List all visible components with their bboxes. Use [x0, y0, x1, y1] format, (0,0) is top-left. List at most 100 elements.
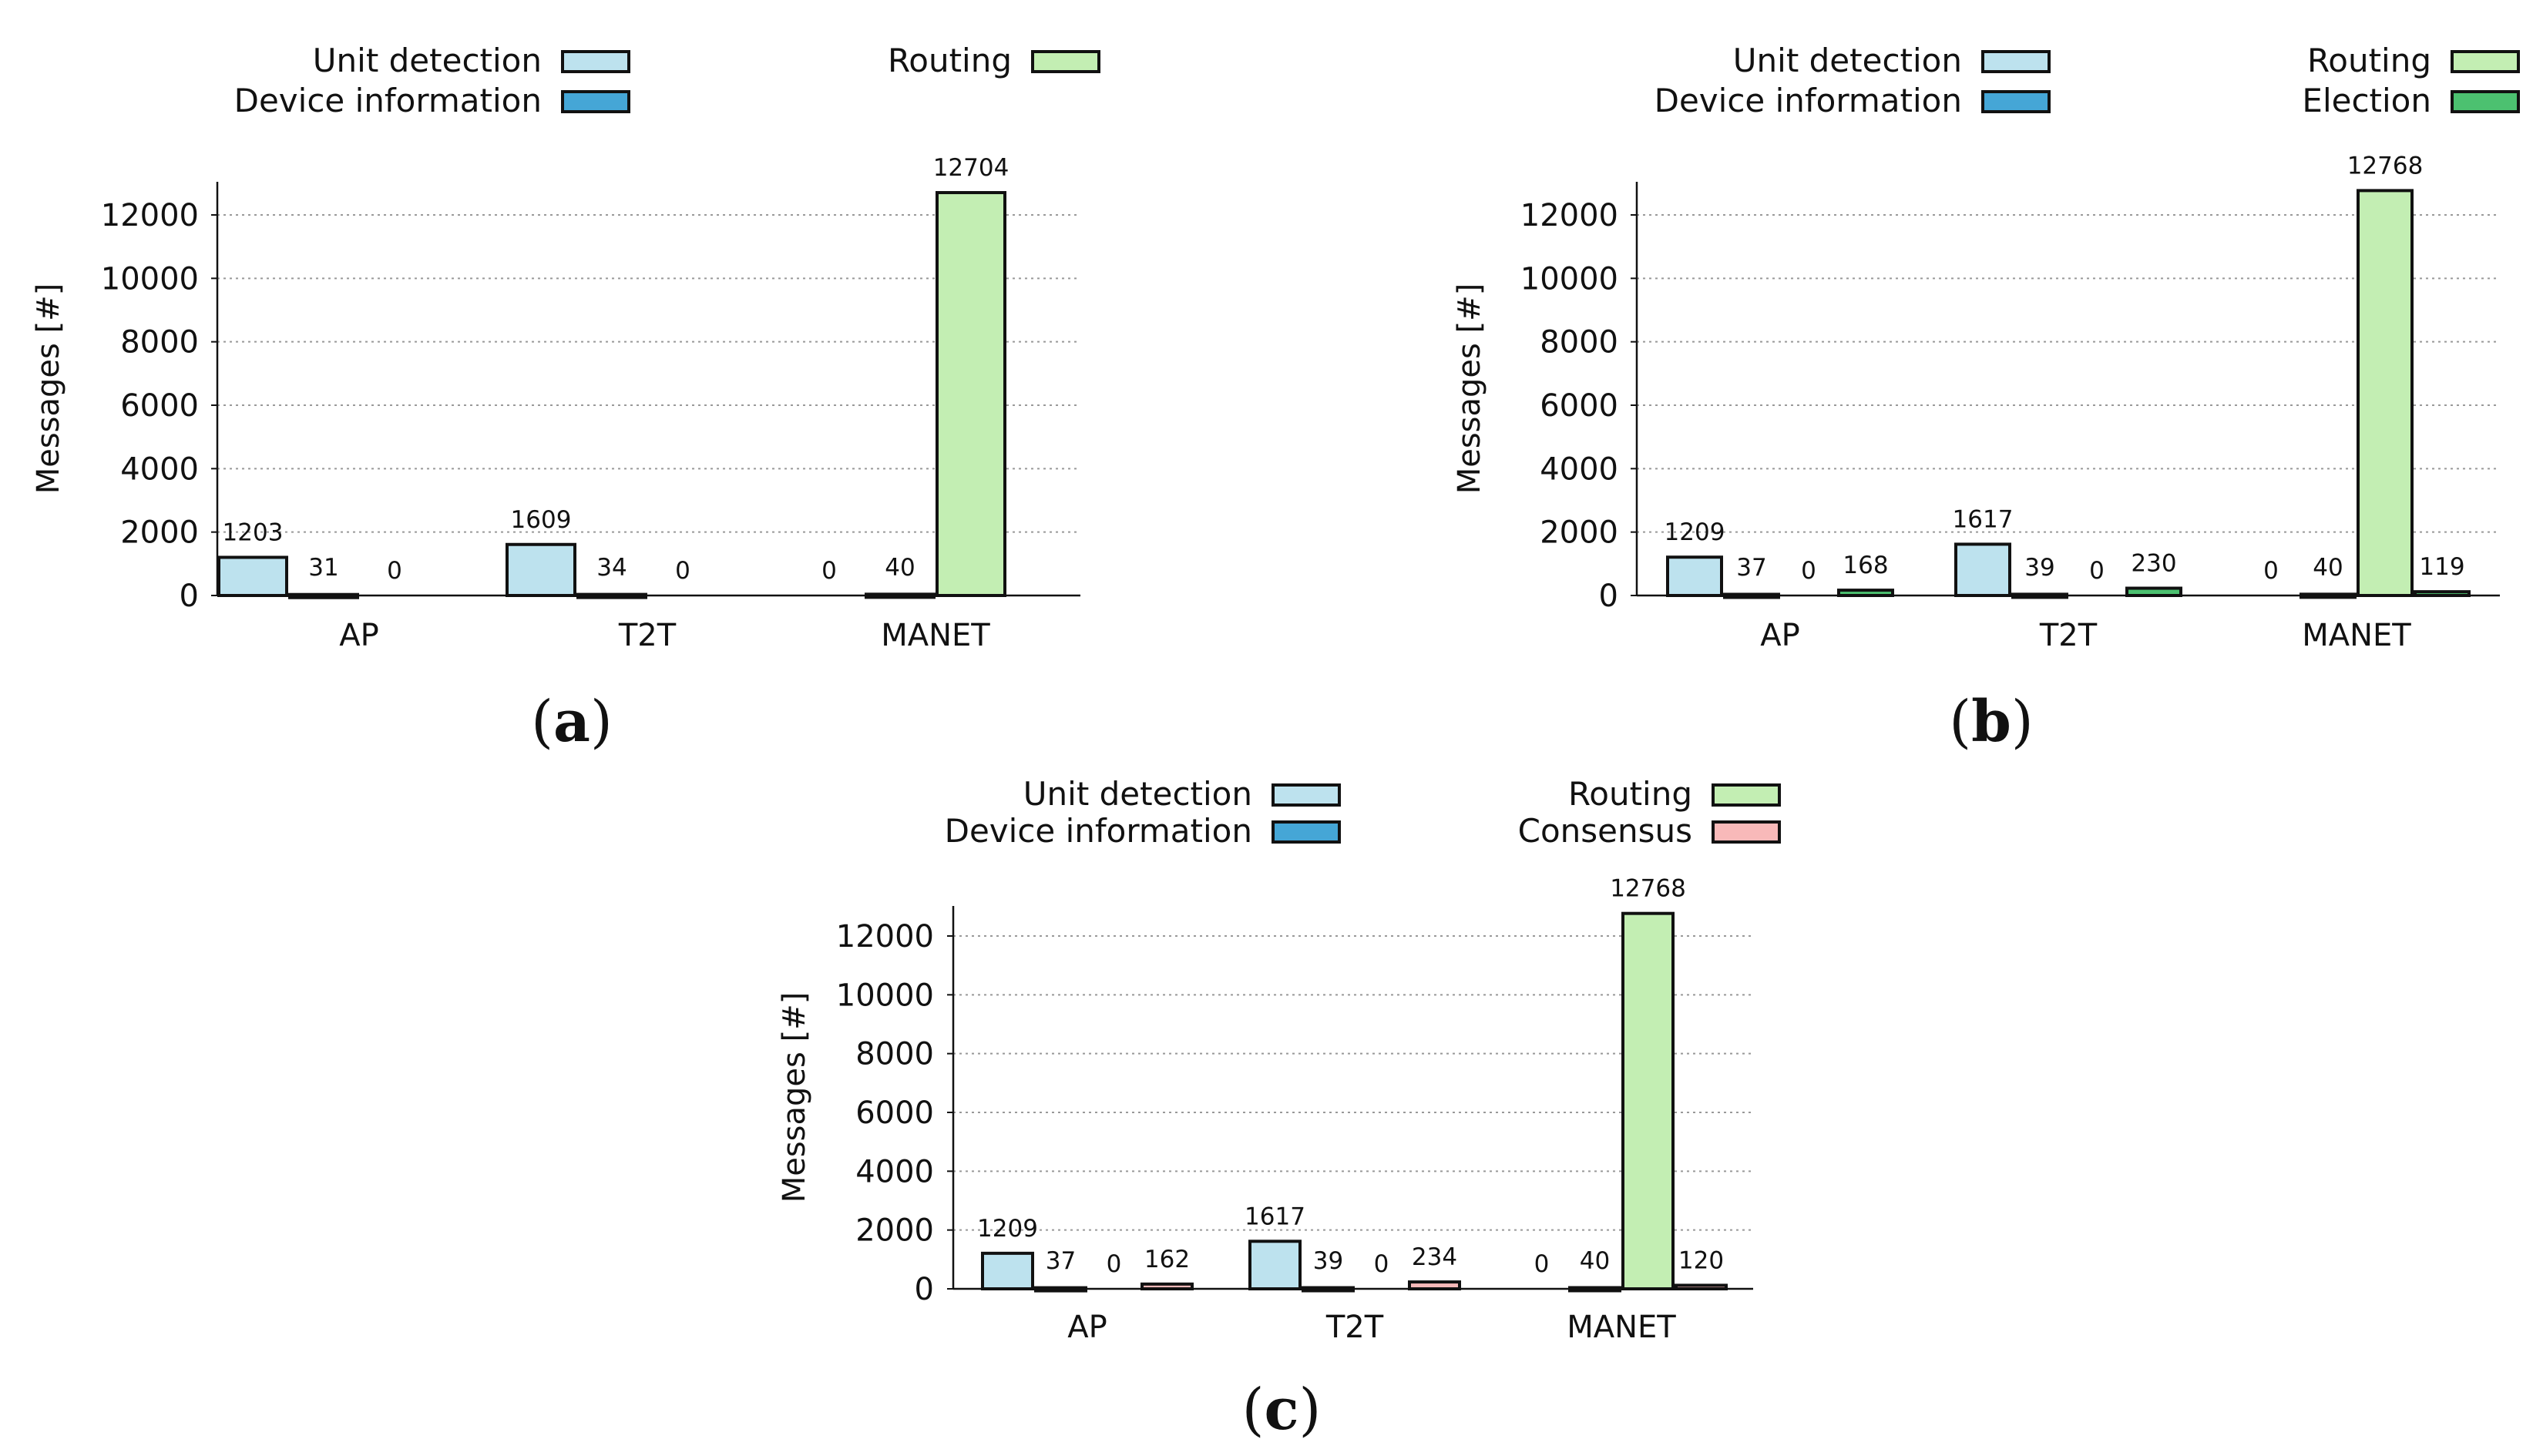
bar-manet-consensus: [1675, 1283, 1728, 1291]
data-label-manet-device-information: 40: [1580, 1247, 1610, 1275]
data-label-ap-routing: 0: [1801, 557, 1816, 585]
legend-swatch-device-information: [561, 90, 630, 113]
data-label-ap-device-information: 37: [1046, 1247, 1076, 1275]
panel-label-close: ): [1299, 1377, 1322, 1443]
data-label-t2t-routing: 0: [675, 557, 690, 585]
bar-ap-device-information: [1723, 592, 1780, 599]
legend-label-election: Election: [2302, 82, 2431, 119]
panel-label: (c): [1242, 1377, 1322, 1443]
data-label-ap-unit-detection: 1203: [223, 518, 284, 546]
legend-label-unit-detection: Unit detection: [1023, 775, 1252, 813]
bar-t2t-unit-detection: [506, 542, 576, 597]
panel-label: (b): [1949, 689, 2034, 755]
data-label-ap-unit-detection: 1209: [1665, 518, 1725, 546]
bar-t2t-device-information: [1302, 1286, 1355, 1293]
x-tick-label-t2t: T2T: [2039, 618, 2098, 653]
bar-ap-election: [1837, 589, 1894, 597]
x-tick-label-ap: AP: [339, 618, 378, 653]
data-label-manet-consensus: 120: [1678, 1246, 1724, 1274]
y-tick-label: 6000: [855, 1095, 934, 1131]
bar-t2t-election: [2125, 586, 2182, 598]
legend-label-routing: Routing: [888, 42, 1012, 79]
legend-swatch-consensus: [1712, 820, 1781, 844]
data-label-t2t-unit-detection: 1617: [1953, 505, 2014, 533]
legend-label-device-information: Device information: [234, 82, 542, 119]
panel-label-close: ): [590, 689, 613, 755]
y-tick-label: 6000: [1540, 388, 1618, 424]
y-axis-label: Messages [#]: [1452, 283, 1487, 495]
y-tick-label: 2000: [855, 1213, 934, 1249]
data-label-manet-device-information: 40: [885, 554, 915, 582]
legend-swatch-election: [2451, 90, 2520, 113]
data-label-ap-election: 168: [1843, 552, 1888, 579]
panel-label-letter: c: [1264, 1377, 1298, 1443]
data-label-manet-device-information: 40: [2313, 554, 2343, 582]
y-tick-label: 10000: [836, 978, 934, 1013]
bar-t2t-unit-detection: [1954, 542, 2011, 597]
panel-label-open: (: [1949, 689, 1971, 755]
legend-swatch-routing: [2451, 50, 2520, 73]
legend-label-routing: Routing: [1568, 775, 1692, 813]
data-label-t2t-routing: 0: [1374, 1250, 1389, 1278]
x-tick-label-manet: MANET: [881, 618, 990, 653]
bar-t2t-device-information: [576, 592, 647, 599]
data-label-t2t-device-information: 34: [596, 554, 627, 582]
x-tick-label-manet: MANET: [2302, 618, 2411, 653]
data-label-t2t-routing: 0: [2089, 557, 2105, 585]
data-label-ap-unit-detection: 1209: [977, 1215, 1038, 1243]
x-tick-label-t2t: T2T: [1325, 1310, 1384, 1345]
y-tick-label: 2000: [1540, 515, 1618, 551]
data-label-t2t-unit-detection: 1617: [1245, 1203, 1305, 1230]
data-label-t2t-unit-detection: 1609: [511, 506, 572, 534]
bar-manet-device-information: [865, 592, 936, 599]
y-tick-label: 4000: [1540, 451, 1618, 487]
bar-manet-device-information: [1568, 1286, 1621, 1293]
bar-manet-routing: [936, 191, 1006, 597]
legend-swatch-device-information: [1981, 90, 2051, 113]
bar-ap-device-information: [288, 592, 359, 599]
bar-manet-device-information: [2300, 592, 2357, 599]
data-label-ap-routing: 0: [387, 557, 402, 585]
bar-ap-device-information: [1034, 1286, 1087, 1293]
data-label-manet-unit-detection: 0: [1534, 1250, 1550, 1278]
x-tick-label-ap: AP: [1760, 618, 1799, 653]
bar-t2t-consensus: [1408, 1280, 1461, 1290]
x-tick-label-t2t: T2T: [618, 618, 677, 653]
x-tick-label-ap: AP: [1067, 1310, 1107, 1345]
y-tick-label: 8000: [1540, 325, 1618, 361]
bar-ap-unit-detection: [981, 1251, 1034, 1290]
data-label-t2t-election: 230: [2131, 550, 2176, 578]
legend-swatch-routing: [1031, 50, 1100, 73]
bar-ap-unit-detection: [1666, 555, 1723, 597]
panel-label: (a): [531, 689, 613, 755]
data-label-manet-unit-detection: 0: [821, 557, 837, 585]
y-tick-label: 0: [1599, 579, 1618, 614]
y-tick-label: 12000: [1520, 198, 1618, 233]
legend-swatch-routing: [1712, 783, 1781, 807]
legend-swatch-device-information: [1272, 820, 1341, 844]
data-label-manet-routing: 12768: [1610, 875, 1686, 903]
legend-label-consensus: Consensus: [1518, 812, 1692, 850]
y-tick-label: 0: [180, 579, 199, 614]
y-axis-label: Messages [#]: [777, 992, 812, 1203]
y-tick-label: 0: [915, 1272, 934, 1307]
y-tick-label: 2000: [120, 515, 199, 551]
data-label-manet-election: 119: [2419, 553, 2464, 581]
y-tick-label: 10000: [101, 261, 199, 297]
y-axis-label: Messages [#]: [31, 283, 66, 495]
x-tick-label-manet: MANET: [1567, 1310, 1676, 1345]
y-tick-label: 12000: [101, 198, 199, 233]
panel-label-letter: b: [1971, 689, 2011, 755]
chart-c: 0 2000 4000 6000 8000 10000 120 0 0 Messages [#] 1…: [777, 775, 1781, 1443]
y-tick-label: 4000: [855, 1154, 934, 1189]
panel-label-close: ): [2011, 689, 2034, 755]
y-tick-label: 8000: [855, 1037, 934, 1072]
data-label-ap-device-information: 31: [308, 554, 338, 582]
legend-label-routing: Routing: [2307, 42, 2431, 79]
bar-manet-routing: [2357, 189, 2414, 598]
bar-ap-unit-detection: [217, 555, 288, 597]
bar-manet-election: [2414, 590, 2471, 598]
legend-swatch-unit-detection: [561, 50, 630, 73]
